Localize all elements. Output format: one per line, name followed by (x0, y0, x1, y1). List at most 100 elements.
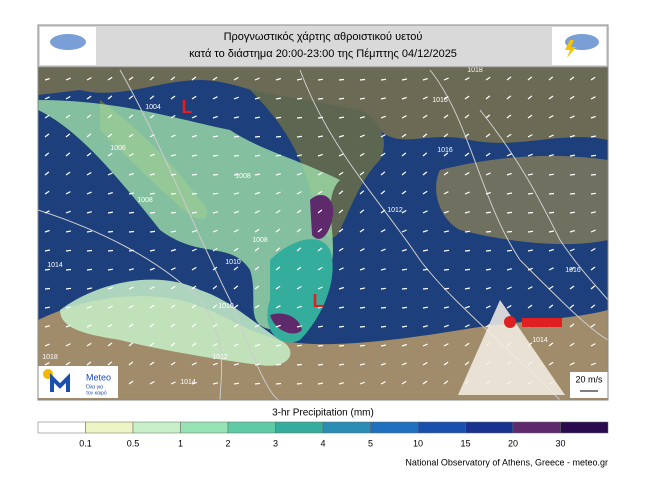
wind-arrow (128, 323, 134, 328)
wind-arrow (275, 77, 281, 81)
colorbar-label: 2 (225, 438, 230, 448)
wind-arrow (380, 97, 387, 100)
wind-arrow (128, 192, 135, 195)
wind-arrow (65, 77, 71, 81)
wind-arrow (443, 343, 449, 347)
wind-arrow (170, 95, 176, 100)
wind-arrow (422, 380, 428, 385)
wind-arrow (590, 362, 596, 366)
wind-arrow (191, 285, 197, 290)
wind-arrow (233, 192, 240, 195)
wind-arrow (485, 268, 492, 271)
wind-arrow (359, 381, 365, 385)
wind-arrow (170, 285, 176, 290)
wind-arrow (569, 173, 576, 176)
wind-arrow (275, 344, 282, 347)
isobar-label: 1012 (212, 354, 228, 361)
wind-arrow (254, 363, 261, 366)
wind-arrow (527, 76, 533, 81)
wind-arrow (86, 114, 92, 119)
colorbar-swatch (180, 421, 229, 434)
wind-arrow (254, 304, 260, 309)
wind-arrow (527, 134, 533, 138)
wind-arrow (548, 342, 554, 347)
wind-arrow (107, 249, 114, 252)
wind-arrow (296, 172, 302, 176)
wind-arrow (149, 173, 156, 176)
wind-arrow (359, 325, 366, 328)
wind-arrow (86, 361, 92, 366)
wind-arrow (506, 133, 512, 138)
wind-arrow (422, 249, 429, 252)
wind-arrow (149, 76, 155, 81)
wind-arrow (506, 286, 512, 290)
colorbar-label: 0.1 (79, 438, 92, 448)
wind-arrow (527, 211, 534, 214)
wind-arrow (128, 230, 135, 233)
wind-arrow (464, 152, 470, 157)
wind-arrow (296, 325, 303, 328)
wind-arrow (506, 249, 512, 252)
wind-arrow (128, 286, 134, 290)
wind-arrow (170, 76, 176, 81)
wind-arrow (254, 228, 260, 233)
low-marker: L (182, 97, 193, 117)
wind-arrow (317, 97, 324, 100)
logo-mark (50, 373, 70, 392)
wind-arrow (191, 95, 197, 100)
wind-arrow (44, 268, 51, 271)
wind-arrow (443, 95, 449, 100)
wind-arrow (485, 249, 492, 252)
precip-africa (60, 279, 291, 366)
wind-arrow (380, 344, 387, 347)
wind-arrow (422, 325, 428, 328)
wind-arrow (401, 190, 407, 195)
wind-arrow (443, 380, 449, 385)
wind-arrow (65, 306, 72, 309)
wind-arrow (212, 154, 219, 157)
wind-arrow (569, 285, 575, 290)
wind-arrow (527, 192, 534, 195)
wind-arrow (359, 228, 365, 233)
wind-arrow (548, 134, 554, 138)
wind-arrow (212, 192, 218, 195)
colorbar-label: 1 (178, 438, 183, 448)
wind-arrow (464, 211, 470, 214)
rain-icon (50, 34, 86, 50)
wind-arrow (443, 114, 449, 119)
wind-arrow (296, 97, 303, 100)
wind-arrow (107, 211, 114, 214)
wind-arrow (401, 209, 407, 214)
isobar-label: 1008 (235, 173, 251, 180)
wind-arrow (212, 76, 218, 81)
wind-arrow (590, 304, 596, 309)
wind-arrow (65, 171, 71, 176)
wind-arrow (254, 285, 260, 290)
wind-arrow (296, 154, 303, 157)
wind-arrow (170, 267, 176, 271)
wind-arrow (170, 134, 176, 138)
wind-arrow (317, 172, 323, 176)
wind-arrow (212, 343, 218, 347)
wind-legend: 20 m/s (575, 374, 603, 384)
turkey (436, 155, 608, 245)
wind-arrow (212, 323, 218, 328)
wind-arrow (359, 363, 366, 366)
wind-arrow (128, 153, 134, 157)
colorbar-label: 15 (460, 438, 470, 448)
wind-arrow (485, 287, 491, 290)
wind-arrow (149, 304, 155, 309)
subtitle: κατά το διάστημα 20:00-23:00 της Πέμπτης… (189, 48, 457, 60)
wind-arrow (65, 95, 71, 100)
wind-arrow (233, 154, 240, 157)
wind-arrow (128, 342, 134, 347)
wind-arrow (317, 209, 323, 214)
wind-arrow (44, 229, 50, 233)
wind-arrow (380, 268, 386, 271)
wind-arrow (422, 343, 428, 347)
wind-arrow (44, 361, 50, 366)
wind-arrow (65, 191, 71, 195)
wind-arrow (128, 76, 134, 81)
wind-arrow (233, 363, 239, 366)
isobar-label: 1008 (137, 197, 153, 204)
